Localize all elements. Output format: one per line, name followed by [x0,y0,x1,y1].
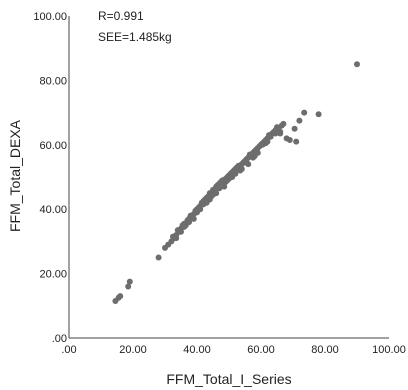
data-point [229,174,236,180]
data-point [210,191,216,198]
data-point [293,138,300,145]
data-point [125,283,132,290]
y-axis-ticks: .00 20.00 40.00 60.00 80.00 100.00 [33,11,67,345]
y-tick-label: 60.00 [39,140,67,152]
y-tick-label: 80.00 [39,75,67,87]
data-point [296,117,303,124]
data-point [354,61,360,68]
x-tick-label: .00 [61,344,76,356]
x-axis-ticks: .00 20.00 40.00 60.00 80.00 100.00 [61,344,405,356]
data-point [181,223,188,230]
data-points [112,61,360,304]
data-point [237,167,244,174]
x-tick-label: 100.00 [372,344,406,356]
data-point [176,228,183,235]
annotations: R=0.991 SEE=1.485kg [98,9,172,44]
data-point [280,120,287,127]
data-point [194,209,200,216]
x-tick-label: 80.00 [311,344,339,356]
data-point [264,138,271,145]
data-point [243,159,250,166]
data-point [272,130,279,137]
annotation-r-value: R=0.991 [98,9,144,23]
data-point [301,109,308,116]
data-point [315,111,322,118]
data-point [286,136,293,143]
data-point [254,149,261,156]
y-tick-label: 20.00 [39,269,67,281]
data-point [206,196,213,203]
data-point [216,185,223,192]
data-point [222,178,229,185]
data-point [221,183,228,190]
y-axis-title: FFM_Total_DEXA [7,119,23,232]
data-point [117,293,124,300]
data-point [267,133,274,140]
data-point [126,278,133,285]
data-point [155,254,162,261]
y-tick-label: 100.00 [33,11,67,23]
data-point [277,130,284,137]
y-tick-label: 40.00 [39,204,67,216]
x-tick-label: 20.00 [119,344,147,356]
data-point [190,215,197,222]
data-point [250,154,256,161]
x-tick-label: 60.00 [247,344,275,356]
data-point [173,235,180,242]
annotation-see-value: SEE=1.485kg [98,30,172,44]
y-tick-label: .00 [52,333,67,345]
x-axis-title: FFM_Total_I_Series [166,371,291,387]
data-point [291,125,298,132]
x-tick-label: 40.00 [183,344,211,356]
